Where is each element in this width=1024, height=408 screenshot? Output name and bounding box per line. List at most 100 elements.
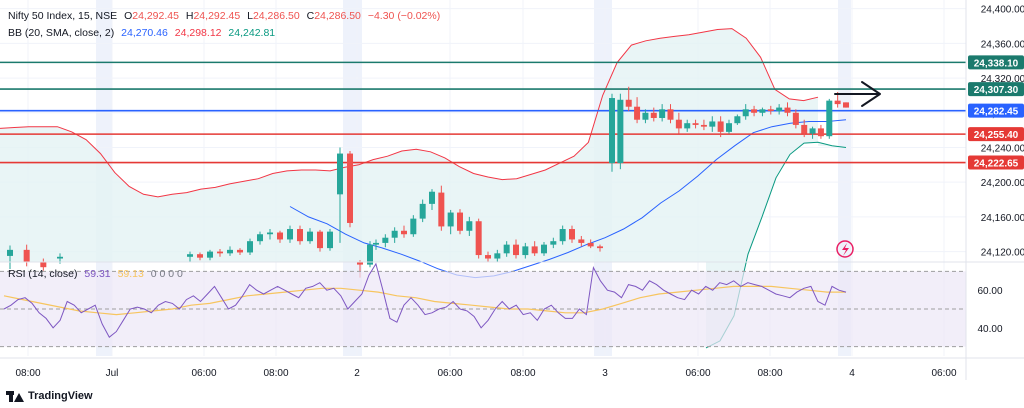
- level-price-label: 24,307.30: [974, 85, 1019, 96]
- candle-body: [257, 234, 263, 242]
- bb-lower-value: 24,242.81: [228, 27, 276, 39]
- price-tick-label: 24,120.00: [981, 248, 1024, 259]
- candle-body: [438, 192, 445, 227]
- candlestick: [559, 225, 566, 245]
- candle-body: [700, 124, 707, 127]
- candle-body: [197, 254, 203, 258]
- candle-body: [578, 239, 585, 243]
- candlestick: [237, 248, 243, 256]
- candlestick: [742, 104, 749, 120]
- candlestick: [466, 216, 473, 236]
- candlestick: [809, 126, 816, 139]
- candle-body: [609, 98, 615, 164]
- candle-body: [742, 109, 749, 117]
- candlestick: [597, 244, 603, 252]
- ohlc-open: O24,292.45: [124, 10, 179, 22]
- time-tick-label: 08:00: [757, 368, 782, 379]
- level-price-tag: [968, 155, 1024, 170]
- time-tick-label: Jul: [106, 368, 119, 379]
- lightning-bolt: [842, 243, 849, 256]
- symbol-label: Nifty 50 Index, 15, NSE: [8, 10, 118, 22]
- candlestick: [429, 189, 435, 210]
- candle-body: [382, 237, 389, 243]
- candle-body: [227, 249, 233, 254]
- candle-body: [307, 231, 313, 242]
- tradingview-logo[interactable]: TradingView: [6, 390, 93, 402]
- candle-body: [503, 244, 510, 254]
- candle-body: [684, 123, 691, 129]
- candle-body: [809, 128, 816, 134]
- candle-body: [287, 229, 293, 240]
- candle-body: [541, 244, 547, 254]
- candle-body: [801, 124, 808, 134]
- candlestick: [625, 86, 632, 112]
- level-price-tag: [968, 103, 1024, 118]
- rsi-legend[interactable]: RSI (14, close) 59.31 59.13 0 0 0 0: [8, 268, 187, 280]
- candlestick: [659, 104, 666, 122]
- candlestick: [367, 241, 373, 268]
- candlestick: [751, 105, 758, 117]
- candlestick: [287, 225, 293, 243]
- level-price-tag: [968, 82, 1024, 97]
- candlestick: [382, 234, 389, 248]
- candlestick: [187, 251, 193, 262]
- bb-upper-value: 24,298.12: [174, 27, 222, 39]
- price-tick-label: 24,360.00: [981, 39, 1024, 50]
- price-legend: Nifty 50 Index, 15, NSE O24,292.45 H24,2…: [8, 10, 444, 22]
- candle-body: [569, 229, 575, 240]
- bb-basis-line: [289, 119, 847, 279]
- rsi-line: [3, 262, 847, 338]
- rsi-extra-values: 0 0 0 0: [150, 268, 183, 280]
- candle-body: [494, 253, 501, 259]
- candlestick: [578, 235, 585, 247]
- arrow-drawing: [834, 81, 881, 107]
- rsi-ma-value: 59.13: [117, 268, 144, 280]
- candle-body: [23, 249, 30, 262]
- candle-body: [40, 262, 47, 268]
- candle-body: [751, 109, 758, 113]
- candle-body: [659, 109, 666, 118]
- time-tick-label: 08:00: [510, 368, 535, 379]
- candlestick: [776, 104, 783, 115]
- candlestick: [684, 119, 691, 132]
- candle-body: [373, 242, 379, 245]
- candle-body: [617, 99, 624, 164]
- candlestick: [667, 104, 674, 124]
- candlestick: [207, 249, 213, 261]
- candlestick: [767, 105, 774, 115]
- candle-body: [513, 244, 519, 256]
- rsi-tick-label: 40.00: [977, 324, 1002, 335]
- candlestick: [726, 119, 732, 134]
- candlestick: [569, 225, 575, 243]
- time-tick-label: 06:00: [437, 368, 462, 379]
- lightning-circle: [836, 240, 854, 258]
- candle-body: [429, 191, 435, 204]
- candlestick: [817, 124, 824, 139]
- candle-body: [642, 112, 649, 120]
- candlestick: [247, 238, 253, 256]
- candlestick: [709, 116, 716, 132]
- candle-body: [559, 229, 566, 242]
- ohlc-close: C24,286.50: [306, 10, 361, 22]
- candle-body: [401, 230, 407, 235]
- candle-body: [267, 232, 273, 235]
- candlestick: [531, 241, 538, 256]
- bb-legend[interactable]: BB (20, SMA, close, 2) 24,270.46 24,298.…: [8, 27, 279, 39]
- candlestick: [438, 185, 445, 231]
- candle-body: [522, 246, 529, 256]
- candle-body: [792, 112, 799, 125]
- candle-body: [297, 229, 303, 242]
- candlestick: [734, 114, 741, 125]
- candle-body: [531, 246, 538, 254]
- level-price-label: 24,255.40: [974, 130, 1019, 141]
- level-price-tag: [968, 127, 1024, 142]
- candlestick: [843, 102, 849, 108]
- candle-body: [587, 242, 594, 247]
- candlestick: [675, 112, 682, 134]
- candlestick: [700, 119, 707, 131]
- candlestick: [391, 227, 398, 243]
- time-tick-label: 06:00: [931, 368, 956, 379]
- candlestick: [513, 239, 519, 259]
- candle-body: [367, 244, 373, 265]
